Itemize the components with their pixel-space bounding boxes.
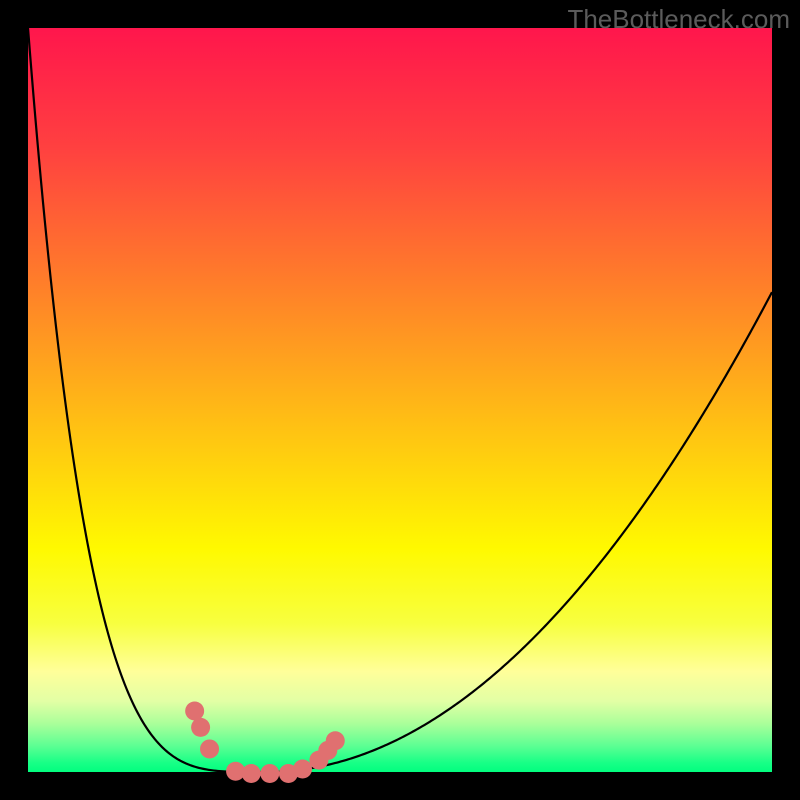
data-marker [191,718,210,737]
bottleneck-chart [0,0,800,800]
data-marker [200,739,219,758]
data-marker [326,731,345,750]
chart-frame: TheBottleneck.com [0,0,800,800]
plot-background [28,28,772,772]
data-marker [260,764,279,783]
data-marker [293,760,312,779]
data-marker [242,764,261,783]
data-marker [185,701,204,720]
